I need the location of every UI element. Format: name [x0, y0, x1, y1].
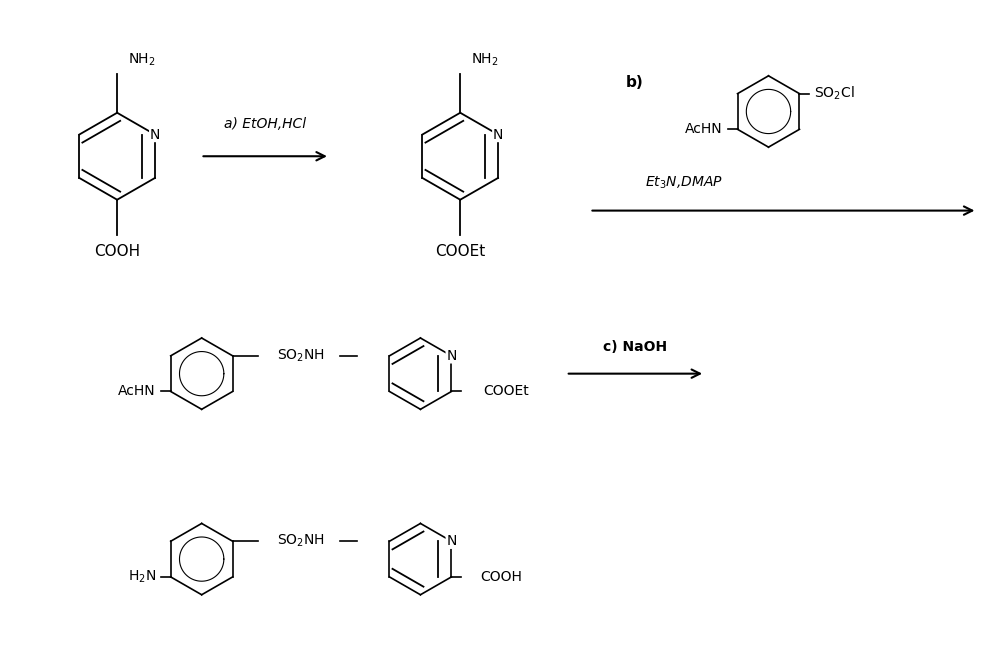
Text: COOEt: COOEt [483, 384, 529, 399]
Text: SO$_2$NH: SO$_2$NH [277, 348, 324, 364]
Text: Et$_3$N,DMAP: Et$_3$N,DMAP [645, 175, 723, 192]
Text: N: N [493, 128, 503, 141]
Text: b): b) [625, 75, 643, 90]
Text: SO$_2$NH: SO$_2$NH [277, 533, 324, 550]
Text: NH$_2$: NH$_2$ [471, 52, 499, 68]
Text: NH$_2$: NH$_2$ [128, 52, 156, 68]
Text: SO$_2$Cl: SO$_2$Cl [814, 85, 855, 103]
Text: N: N [446, 349, 457, 363]
Text: COOH: COOH [94, 244, 140, 259]
Text: COOH: COOH [480, 570, 522, 584]
Text: N: N [446, 534, 457, 548]
Text: N: N [150, 128, 160, 141]
Text: H$_2$N: H$_2$N [128, 569, 156, 585]
Text: c) NaOH: c) NaOH [603, 341, 667, 355]
Text: AcHN: AcHN [118, 384, 156, 399]
Text: AcHN: AcHN [685, 123, 723, 136]
Text: a) EtOH,HCl: a) EtOH,HCl [224, 117, 306, 131]
Text: COOEt: COOEt [435, 244, 485, 259]
